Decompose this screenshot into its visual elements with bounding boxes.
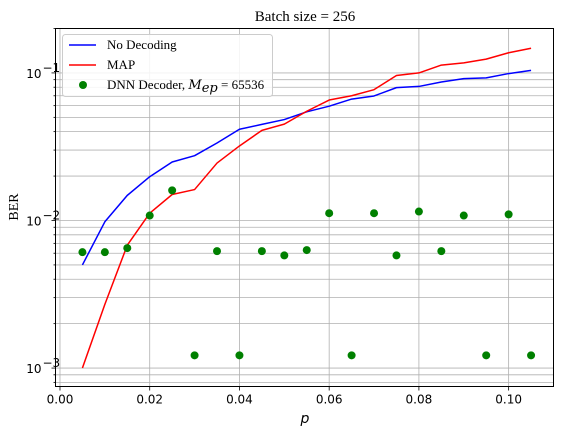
y-axis-label: BER xyxy=(7,193,22,221)
x-tick-label: 0.06 xyxy=(316,393,343,407)
y-tick-label: 10 xyxy=(26,67,41,81)
legend-label: No Decoding xyxy=(107,37,177,52)
x-tick-label: 0.10 xyxy=(495,393,522,407)
scatter-point xyxy=(414,207,423,216)
legend-swatch-marker xyxy=(79,81,87,89)
chart-title: Batch size = 256 xyxy=(255,9,356,25)
scatter-point xyxy=(302,246,311,255)
series-layer xyxy=(78,47,536,369)
legend-label: DNN Decoder, Mep = 65536 xyxy=(107,77,265,96)
scatter-point xyxy=(235,351,244,360)
x-tick-label: 0.08 xyxy=(406,393,433,407)
scatter-point xyxy=(527,351,536,360)
scatter-point xyxy=(168,186,177,195)
y-tick-label: 10 xyxy=(26,214,41,228)
y-tick-exponent: −2 xyxy=(43,208,61,222)
legend-label: MAP xyxy=(107,57,135,72)
legend-box xyxy=(62,34,273,97)
scatter-point xyxy=(213,247,222,256)
series-line-1 xyxy=(81,47,532,369)
scatter-point xyxy=(504,210,513,219)
scatter-point xyxy=(437,247,446,256)
x-tick-label: 0.02 xyxy=(136,393,163,407)
scatter-point xyxy=(123,244,132,253)
x-tick-label: 0.00 xyxy=(47,393,74,407)
scatter-point xyxy=(325,209,334,218)
scatter-point xyxy=(280,251,289,260)
y-tick-exponent: −1 xyxy=(43,61,61,75)
legend: No Decoding MAP DNN Decoder, Mep = 65536 xyxy=(62,34,273,97)
x-tick-label: 0.04 xyxy=(226,393,253,407)
scatter-point xyxy=(392,251,401,260)
scatter-point xyxy=(100,248,109,257)
scatter-point xyxy=(190,351,199,360)
y-tick-label: 10 xyxy=(26,362,41,376)
x-axis-label: p xyxy=(300,411,310,427)
scatter-point xyxy=(347,351,356,360)
scatter-point xyxy=(459,211,468,220)
scatter-point xyxy=(257,247,266,256)
scatter-point xyxy=(145,211,154,220)
scatter-point xyxy=(482,351,491,360)
scatter-point xyxy=(78,248,87,257)
plot-frame xyxy=(55,28,554,387)
y-tick-exponent: −3 xyxy=(43,356,61,370)
scatter-point xyxy=(370,209,379,218)
